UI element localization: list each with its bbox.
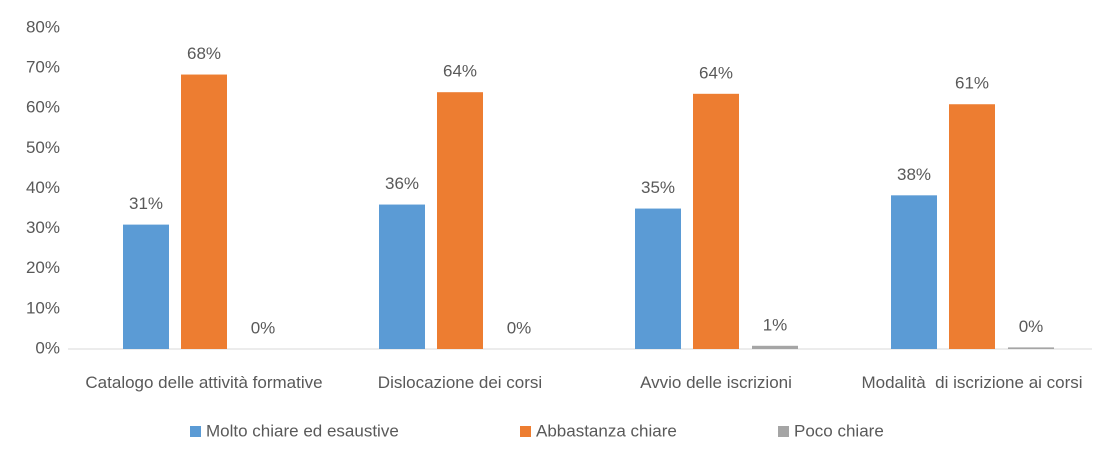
y-tick-label: 60%: [26, 98, 60, 117]
data-label: 64%: [443, 62, 477, 81]
data-label: 38%: [897, 165, 931, 184]
data-label: 64%: [699, 63, 733, 82]
x-tick-label: Modalità di iscrizione ai corsi: [861, 373, 1083, 392]
bar: [635, 208, 681, 349]
bar: [437, 92, 483, 349]
data-label: 68%: [187, 44, 221, 63]
bar: [752, 345, 798, 349]
legend-marker: [778, 426, 789, 437]
y-tick-label: 0%: [35, 338, 60, 357]
data-label: 61%: [955, 74, 989, 93]
y-tick-label: 80%: [26, 17, 60, 36]
y-tick-label: 20%: [26, 258, 60, 277]
x-tick-label: Avvio delle iscrizioni: [640, 373, 792, 392]
bar: [181, 74, 227, 350]
data-label: 0%: [1019, 317, 1044, 336]
bar: [891, 195, 937, 349]
x-tick-label: Catalogo delle attività formative: [85, 373, 323, 392]
bar: [379, 204, 425, 349]
legend-label: Poco chiare: [794, 421, 884, 440]
data-label: 35%: [641, 178, 675, 197]
legend-label: Abbastanza chiare: [536, 421, 677, 440]
bar: [123, 224, 169, 349]
legend-marker: [190, 426, 201, 437]
y-tick-label: 70%: [26, 58, 60, 77]
x-tick-label: Dislocazione dei corsi: [377, 373, 543, 392]
y-tick-label: 10%: [26, 298, 60, 317]
bar: [693, 93, 739, 350]
legend-label: Molto chiare ed esaustive: [206, 421, 399, 440]
bar: [1008, 347, 1054, 349]
data-label: 1%: [763, 315, 788, 334]
data-label: 31%: [129, 194, 163, 213]
data-label: 0%: [507, 318, 532, 337]
data-label: 0%: [251, 318, 276, 337]
y-tick-label: 50%: [26, 138, 60, 157]
y-tick-label: 40%: [26, 178, 60, 197]
legend-marker: [520, 426, 531, 437]
data-label: 36%: [385, 174, 419, 193]
y-tick-label: 30%: [26, 218, 60, 237]
bar: [949, 104, 995, 349]
